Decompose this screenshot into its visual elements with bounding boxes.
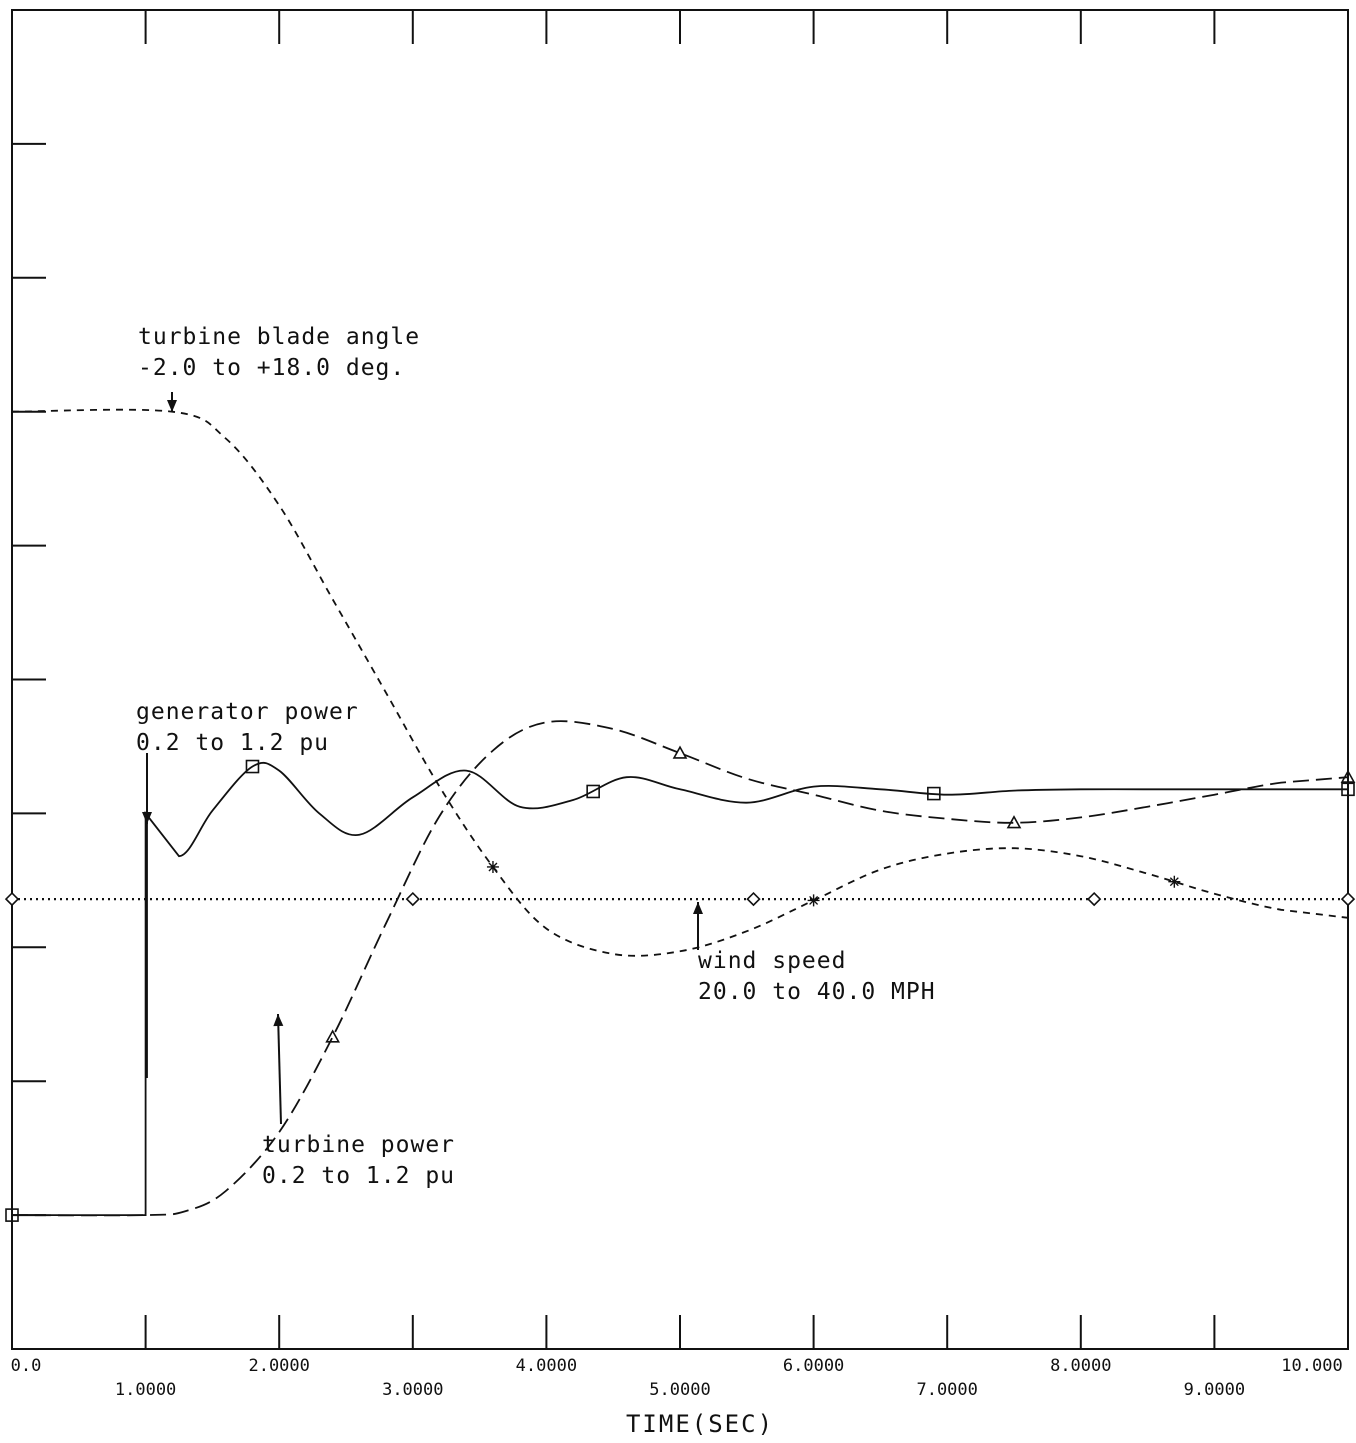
annotation-wind-speed: wind speed 20.0 to 40.0 MPH (698, 946, 936, 1008)
x-tick-label-9: 9.0000 (1183, 1380, 1246, 1400)
annotation-generator-power: generator power 0.2 to 1.2 pu (136, 697, 359, 759)
x-tick-label-4: 4.0000 (515, 1356, 578, 1376)
arrow-turbine-power-head (273, 1014, 284, 1027)
x-tick-label-7: 7.0000 (916, 1380, 978, 1400)
x-tick-label-6: 6.0000 (782, 1356, 845, 1376)
x-tick-label-0: 0.0 (10, 1356, 42, 1376)
annotation-wind-speed-range: 20.0 to 40.0 MPH (698, 979, 936, 1005)
series-line-generator-power (12, 761, 1348, 1216)
series-marker-generator-power-2 (586, 784, 600, 799)
annotation-wind-speed-name: wind speed (698, 948, 847, 974)
series-marker-turbine-power-0 (325, 1029, 340, 1043)
annotation-turbine-power-range: 0.2 to 1.2 pu (262, 1163, 456, 1189)
series-marker-turbine-blade-angle-2 (1168, 875, 1181, 888)
series-marker-wind-speed-4 (1340, 891, 1356, 907)
series-line-turbine-blade-angle (11, 408, 1349, 957)
x-tick-label-5: 5.0000 (649, 1380, 711, 1400)
series-marker-turbine-blade-angle-1 (807, 894, 820, 907)
x-axis-label: TIME(SEC) (625, 1410, 775, 1438)
x-tick-label-2: 2.0000 (248, 1356, 310, 1376)
series-marker-turbine-blade-angle-0 (486, 860, 499, 873)
annotation-turbine-power: turbine power 0.2 to 1.2 pu (262, 1130, 455, 1192)
annotation-blade-angle-name: turbine blade angle (138, 324, 421, 350)
series-marker-wind-speed-0 (4, 891, 20, 907)
x-tick-label-3: 3.0000 (382, 1380, 444, 1400)
arrow-blade-angle-head (167, 400, 177, 412)
annotation-blade-angle-range: -2.0 to +18.0 deg. (138, 355, 406, 381)
x-tick-label-10: 10.000 (1281, 1356, 1343, 1376)
arrow-turbine-power-shaft (277, 1013, 282, 1125)
arrow-generator-power-head (142, 812, 152, 824)
series-marker-generator-power-3 (927, 786, 941, 801)
annotation-generator-power-range: 0.2 to 1.2 pu (136, 730, 330, 756)
annotation-blade-angle: turbine blade angle -2.0 to +18.0 deg. (138, 322, 420, 384)
series-marker-wind-speed-3 (1087, 891, 1102, 907)
series-marker-wind-speed-2 (746, 891, 761, 907)
x-tick-label-8: 8.0000 (1050, 1356, 1112, 1376)
annotation-turbine-power-name: turbine power (262, 1132, 456, 1158)
arrow-wind-speed-head (693, 902, 703, 914)
series-marker-turbine-power-2 (1006, 815, 1022, 829)
annotation-generator-power-name: generator power (136, 699, 359, 725)
series-marker-wind-speed-1 (405, 891, 420, 907)
series-marker-generator-power-1 (245, 759, 260, 774)
series-marker-turbine-power-1 (672, 745, 688, 759)
x-tick-label-1: 1.0000 (114, 1380, 177, 1400)
series-marker-generator-power-4 (1341, 782, 1355, 797)
series-line-turbine-power (11, 720, 1349, 1217)
plot-frame (11, 9, 1349, 1350)
series-marker-turbine-power-3 (1340, 769, 1356, 783)
